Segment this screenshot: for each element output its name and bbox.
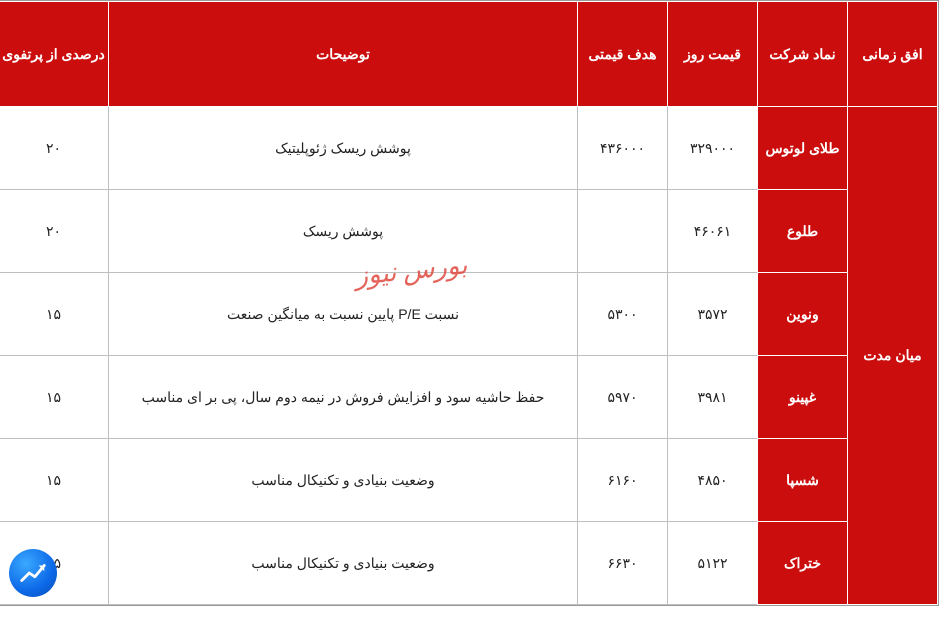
target-price-cell: ۴۳۶۰۰۰ <box>578 107 668 190</box>
pct-cell: ۲۰ <box>0 107 109 190</box>
table-row: غپینو ۳۹۸۱ ۵۹۷۰ حفظ حاشیه سود و افزایش ف… <box>0 356 938 439</box>
table-header-row: افق زمانی نماد شرکت قیمت روز هدف قیمتی ت… <box>0 2 938 107</box>
symbol-cell: طلای لوتوس <box>758 107 848 190</box>
symbol-cell: ونوین <box>758 273 848 356</box>
description-cell: حفظ حاشیه سود و افزایش فروش در نیمه دوم … <box>109 356 578 439</box>
target-price-cell: ۵۳۰۰ <box>578 273 668 356</box>
description-cell: وضعیت بنیادی و تکنیکال مناسب <box>109 439 578 522</box>
day-price-cell: ۴۸۵۰ <box>668 439 758 522</box>
symbol-cell: طلوع <box>758 190 848 273</box>
header-symbol: نماد شرکت <box>758 2 848 107</box>
day-price-cell: ۳۹۸۱ <box>668 356 758 439</box>
target-price-cell: ۶۶۳۰ <box>578 522 668 605</box>
day-price-cell: ۳۵۷۲ <box>668 273 758 356</box>
header-target-price: هدف قیمتی <box>578 2 668 107</box>
symbol-cell: غپینو <box>758 356 848 439</box>
pct-cell: ۲۰ <box>0 190 109 273</box>
target-price-cell: ۵۹۷۰ <box>578 356 668 439</box>
day-price-cell: ۵۱۲۲ <box>668 522 758 605</box>
portfolio-table-container: افق زمانی نماد شرکت قیمت روز هدف قیمتی ت… <box>0 0 939 606</box>
portfolio-table: افق زمانی نماد شرکت قیمت روز هدف قیمتی ت… <box>0 1 938 605</box>
symbol-cell: شسپا <box>758 439 848 522</box>
table-row: میان مدت طلای لوتوس ۳۲۹۰۰۰ ۴۳۶۰۰۰ پوشش ر… <box>0 107 938 190</box>
header-horizon: افق زمانی <box>848 2 938 107</box>
pct-cell: ۱۵ <box>0 439 109 522</box>
table-row: شسپا ۴۸۵۰ ۶۱۶۰ وضعیت بنیادی و تکنیکال من… <box>0 439 938 522</box>
table-row: ونوین ۳۵۷۲ ۵۳۰۰ نسبت P/E پایین نسبت به م… <box>0 273 938 356</box>
header-description: توضیحات <box>109 2 578 107</box>
description-cell: نسبت P/E پایین نسبت به میانگین صنعت <box>109 273 578 356</box>
table-row: ختراک ۵۱۲۲ ۶۶۳۰ وضعیت بنیادی و تکنیکال م… <box>0 522 938 605</box>
header-day-price: قیمت روز <box>668 2 758 107</box>
description-cell: پوشش ریسک ژئوپلیتیک <box>109 107 578 190</box>
day-price-cell: ۴۶۰۶۱ <box>668 190 758 273</box>
target-price-cell: ۶۱۶۰ <box>578 439 668 522</box>
pct-cell: ۱۵ <box>0 273 109 356</box>
symbol-cell: ختراک <box>758 522 848 605</box>
horizon-cell: میان مدت <box>848 107 938 605</box>
day-price-cell: ۳۲۹۰۰۰ <box>668 107 758 190</box>
pct-cell: ۱۵ <box>0 356 109 439</box>
chart-arrow-icon <box>18 558 48 588</box>
table-row: طلوع ۴۶۰۶۱ پوشش ریسک ۲۰ <box>0 190 938 273</box>
header-portfolio-pct: درصدی از پرتفوی <box>0 2 109 107</box>
target-price-cell <box>578 190 668 273</box>
brand-logo <box>9 549 57 597</box>
description-cell: پوشش ریسک <box>109 190 578 273</box>
description-cell: وضعیت بنیادی و تکنیکال مناسب <box>109 522 578 605</box>
